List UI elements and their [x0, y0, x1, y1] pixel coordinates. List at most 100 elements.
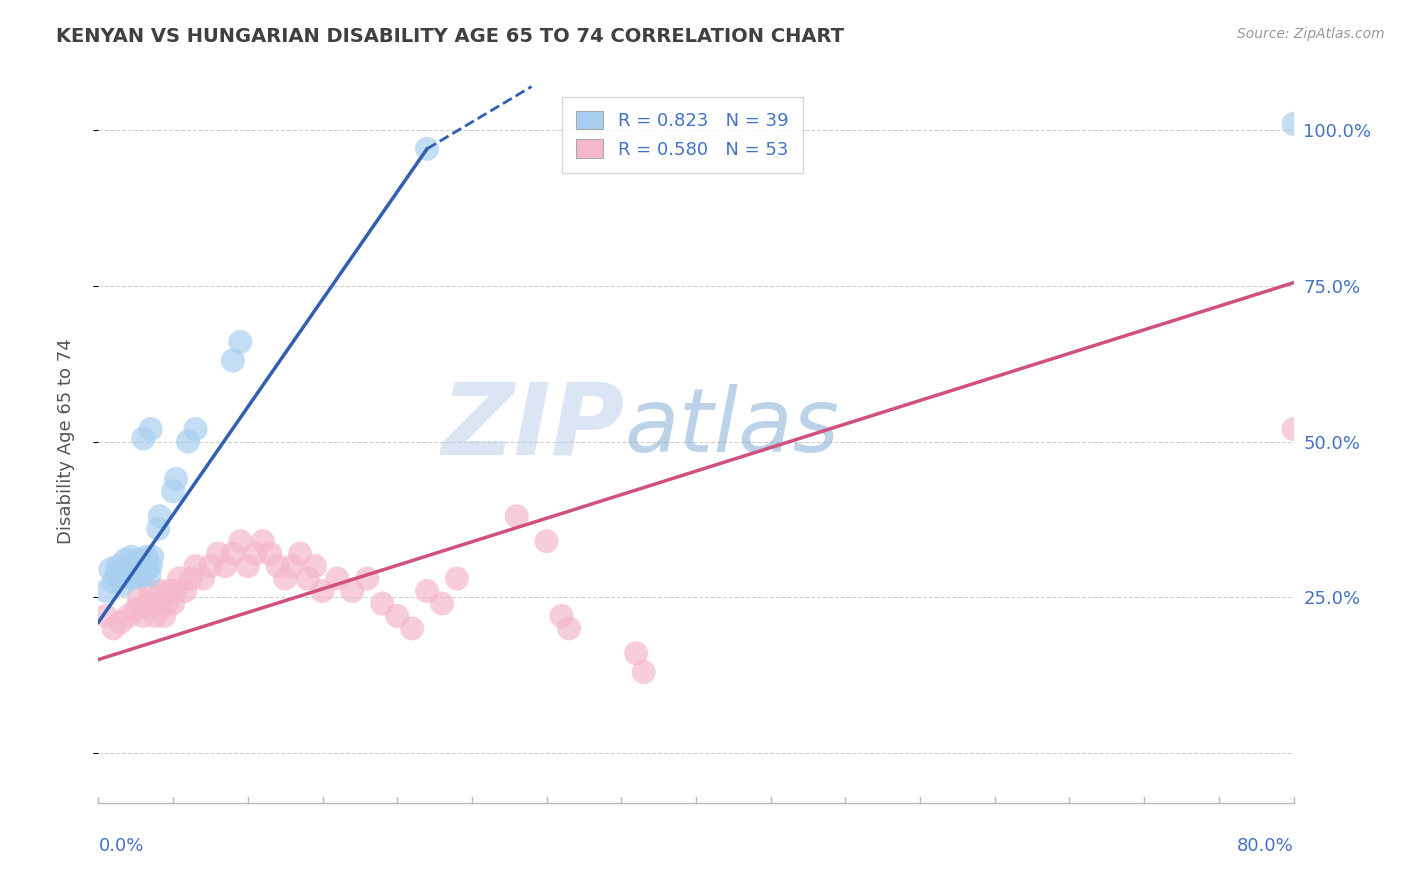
Point: [167, 572, 190, 586]
Point: [200, 559, 222, 574]
Point: [139, 559, 162, 574]
Point: [558, 621, 581, 635]
Point: [214, 559, 236, 574]
Point: [165, 584, 187, 599]
Point: [127, 568, 149, 582]
Point: [117, 568, 139, 582]
Point: [121, 572, 143, 586]
Point: [153, 609, 176, 624]
Point: [430, 597, 453, 611]
Point: [139, 422, 162, 436]
Point: [128, 562, 150, 576]
Point: [131, 568, 153, 582]
Point: [120, 549, 142, 564]
Point: [304, 559, 326, 574]
Point: [103, 574, 125, 589]
Point: [94, 609, 117, 624]
Point: [136, 597, 159, 611]
Point: [506, 509, 529, 524]
Point: [446, 572, 468, 586]
Point: [401, 621, 423, 635]
Point: [162, 597, 184, 611]
Point: [98, 562, 122, 576]
Point: [156, 597, 179, 611]
Point: [159, 584, 181, 599]
Point: [141, 549, 163, 564]
Point: [143, 609, 166, 624]
Point: [385, 609, 409, 624]
Point: [117, 609, 139, 624]
Point: [180, 572, 202, 586]
Point: [245, 547, 267, 561]
Text: KENYAN VS HUNGARIAN DISABILITY AGE 65 TO 74 CORRELATION CHART: KENYAN VS HUNGARIAN DISABILITY AGE 65 TO…: [56, 27, 844, 45]
Point: [114, 562, 136, 576]
Text: ZIP: ZIP: [441, 378, 624, 475]
Point: [184, 422, 207, 436]
Point: [184, 559, 207, 574]
Point: [356, 572, 378, 586]
Point: [148, 597, 170, 611]
Point: [229, 334, 252, 349]
Point: [135, 549, 157, 564]
Point: [536, 534, 558, 549]
Point: [281, 559, 304, 574]
Point: [110, 568, 132, 582]
Point: [129, 553, 152, 567]
Point: [288, 547, 311, 561]
Point: [127, 559, 149, 574]
Text: 80.0%: 80.0%: [1237, 837, 1294, 855]
Point: [259, 547, 281, 561]
Point: [222, 353, 245, 368]
Point: [174, 584, 197, 599]
Legend: R = 0.823   N = 39, R = 0.580   N = 53: R = 0.823 N = 39, R = 0.580 N = 53: [561, 96, 803, 173]
Point: [162, 484, 184, 499]
Point: [136, 562, 159, 576]
Point: [128, 591, 150, 605]
Point: [150, 584, 173, 599]
Point: [118, 562, 141, 576]
Point: [297, 572, 319, 586]
Point: [252, 534, 274, 549]
Point: [274, 572, 297, 586]
Point: [311, 584, 333, 599]
Point: [111, 578, 134, 592]
Point: [107, 559, 129, 574]
Point: [633, 665, 655, 679]
Point: [191, 572, 214, 586]
Point: [550, 609, 572, 624]
Point: [139, 584, 162, 599]
Point: [132, 432, 155, 446]
Point: [229, 534, 252, 549]
Text: atlas: atlas: [624, 384, 839, 470]
Text: 0.0%: 0.0%: [98, 837, 143, 855]
Point: [416, 584, 439, 599]
Point: [125, 603, 148, 617]
Point: [125, 556, 148, 570]
Point: [236, 559, 259, 574]
Point: [207, 547, 229, 561]
Y-axis label: Disability Age 65 to 74: Disability Age 65 to 74: [56, 339, 75, 544]
Point: [120, 559, 142, 574]
Point: [103, 621, 125, 635]
Point: [110, 615, 132, 630]
Point: [371, 597, 394, 611]
Point: [342, 584, 364, 599]
Point: [94, 584, 117, 599]
Point: [149, 509, 172, 524]
Point: [132, 559, 155, 574]
Point: [267, 559, 290, 574]
Point: [132, 609, 155, 624]
Point: [1282, 117, 1305, 131]
Point: [222, 547, 245, 561]
Point: [177, 434, 200, 449]
Point: [626, 646, 648, 660]
Point: [105, 568, 128, 582]
Point: [148, 522, 170, 536]
Point: [326, 572, 349, 586]
Point: [138, 568, 160, 582]
Text: Source: ZipAtlas.com: Source: ZipAtlas.com: [1237, 27, 1385, 41]
Point: [416, 142, 439, 156]
Point: [114, 553, 136, 567]
Point: [1282, 422, 1305, 436]
Point: [124, 562, 146, 576]
